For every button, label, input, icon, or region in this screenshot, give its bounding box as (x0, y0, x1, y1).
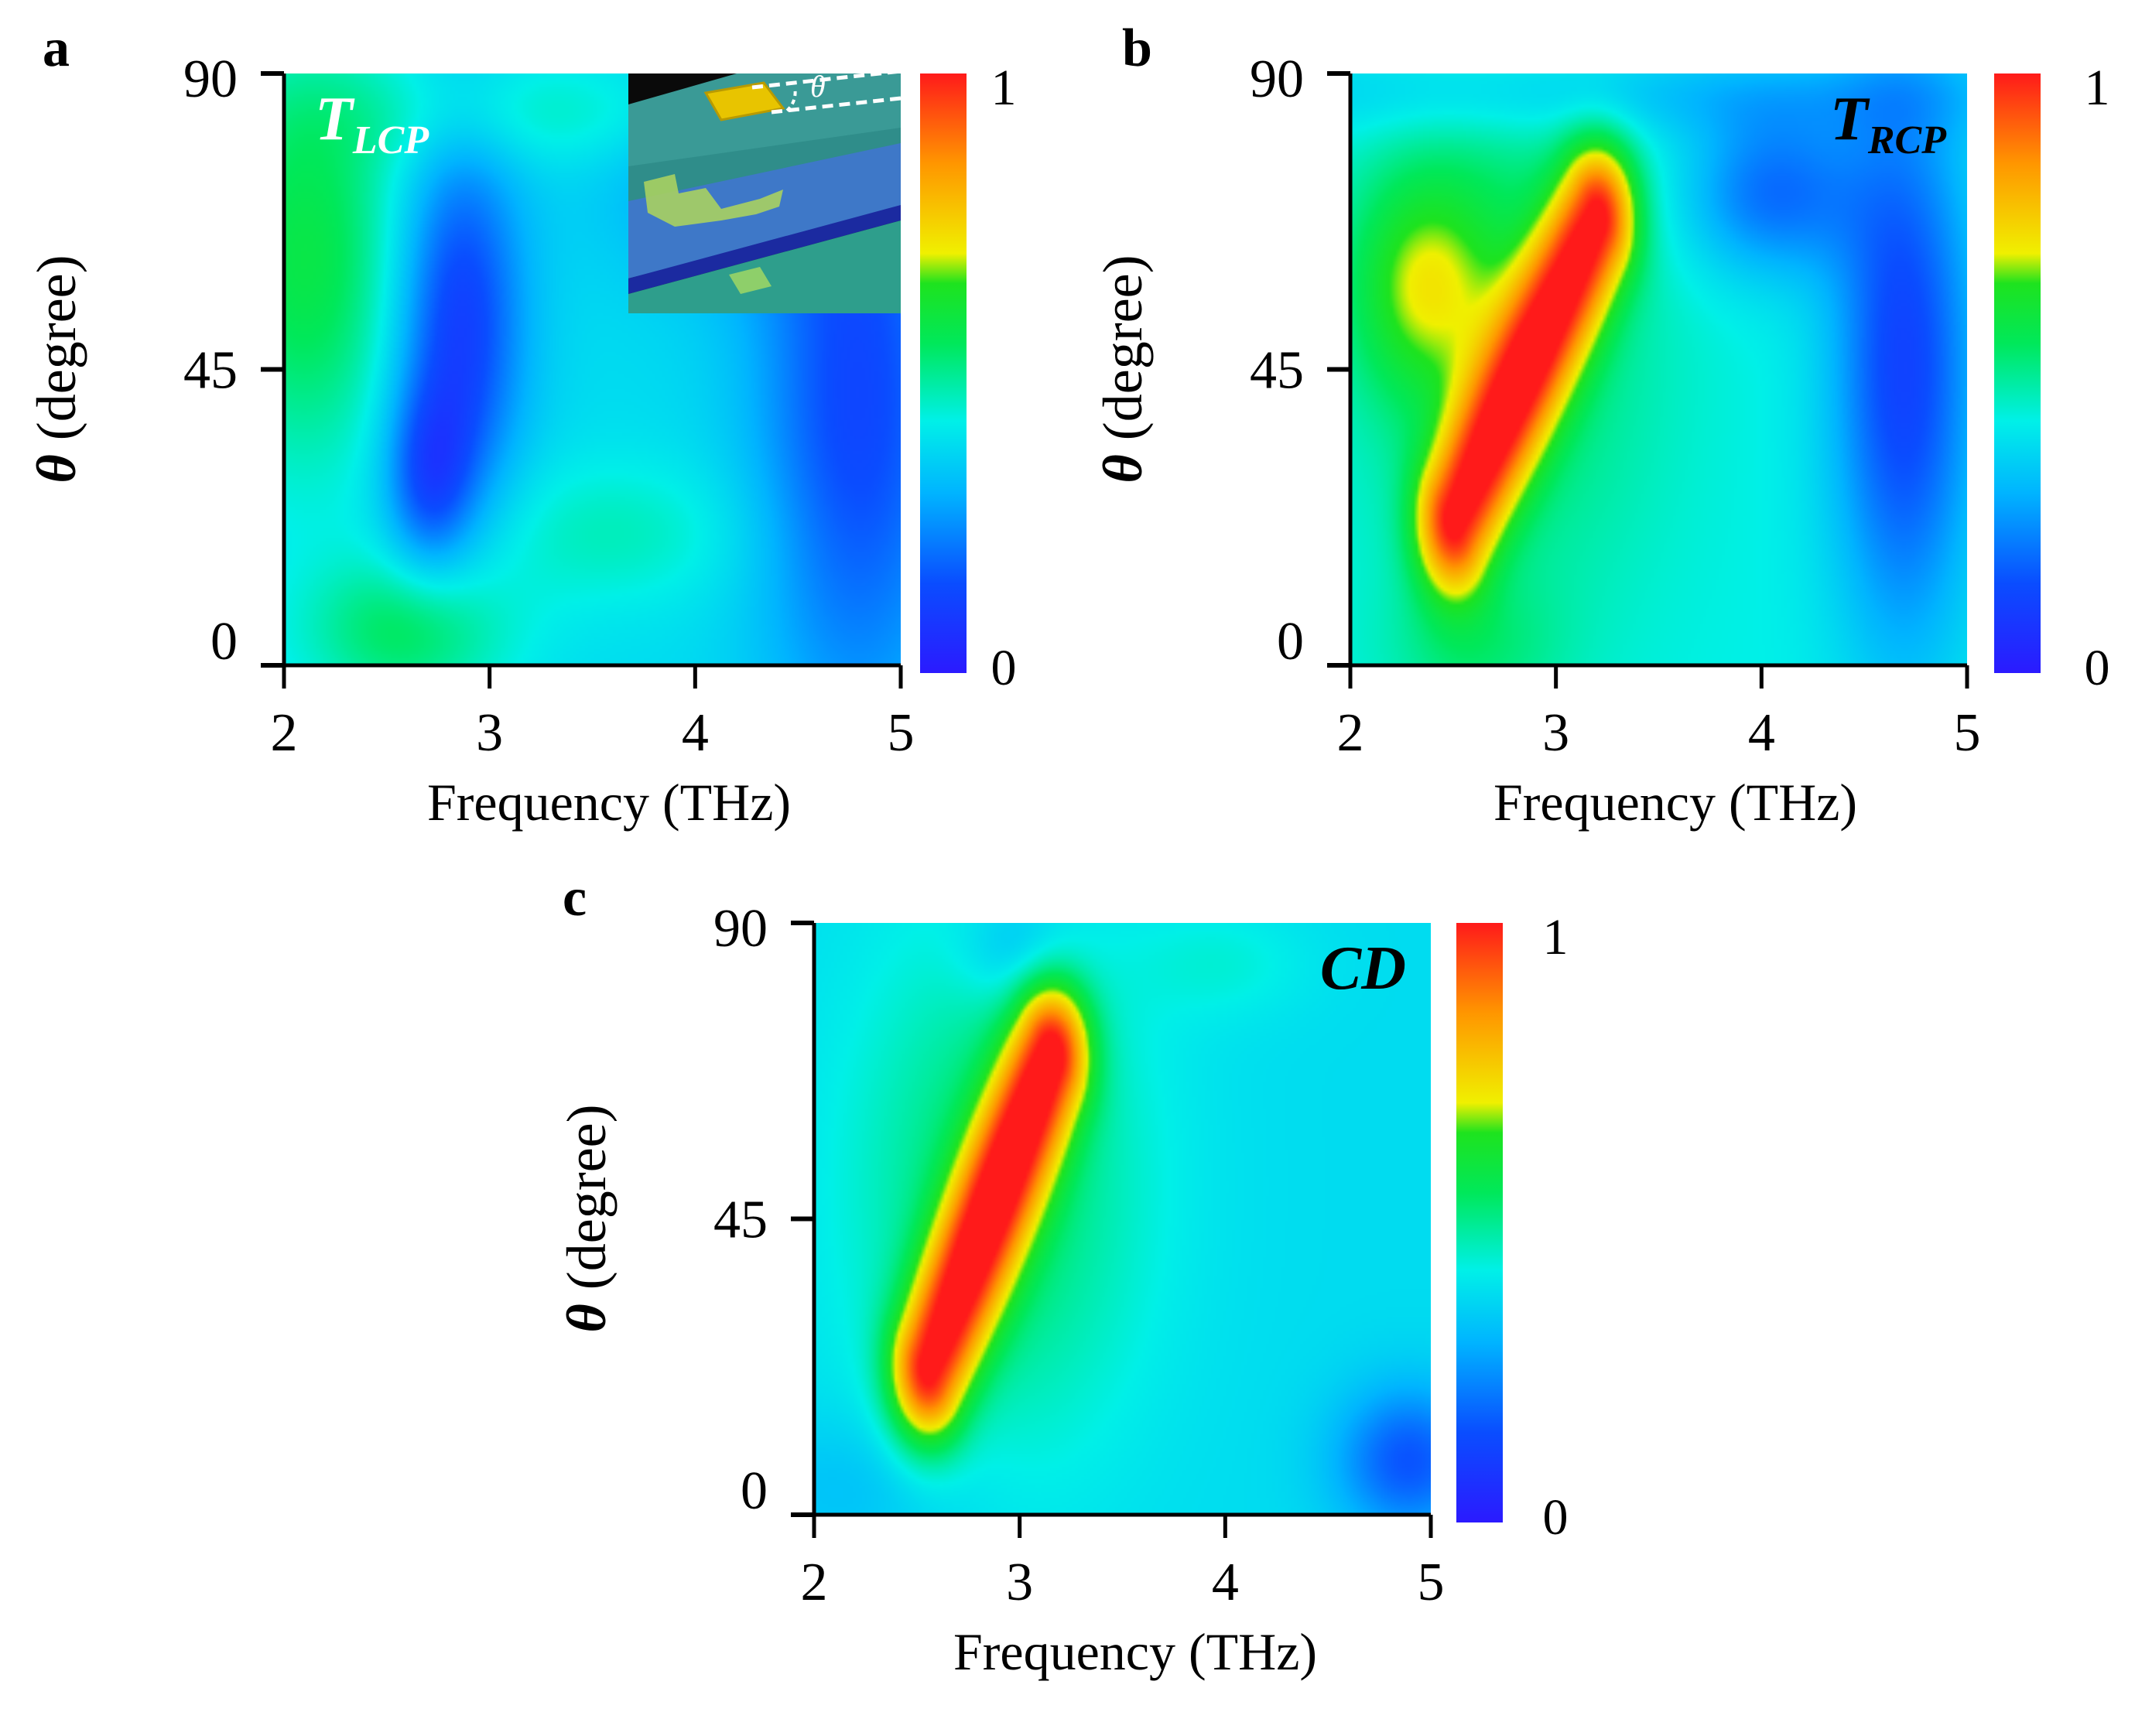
panel-title-b-main: T (1830, 85, 1870, 153)
panel-title-a-main: T (315, 85, 355, 153)
y-ticks-c: 0 45 90 (713, 899, 814, 1521)
x-tick-label: 4 (1212, 1553, 1239, 1612)
panel-title-a: TLCP (315, 85, 429, 162)
y-ticks-b: 0 45 90 (1250, 50, 1350, 672)
y-tick-label: 90 (183, 50, 238, 109)
y-axis-label-b-text: (degree) (1092, 255, 1154, 454)
x-tick-label: 2 (271, 703, 298, 763)
y-axis-label-c: θ (degree) (556, 1104, 618, 1332)
x-tick-label: 5 (1418, 1553, 1445, 1612)
colorbar-max-label-b: 1 (2085, 60, 2110, 116)
y-tick-label: 45 (1250, 341, 1304, 401)
y-axis-label-a-text: (degree) (26, 255, 87, 454)
x-ticks-a: 2 3 4 5 (271, 665, 915, 763)
inset-angle-label: θ (810, 69, 826, 104)
inset-bottom-layer (628, 220, 901, 313)
x-tick-label: 4 (1748, 703, 1775, 763)
heatmap-image-b (1350, 73, 1967, 665)
inset-angle-line-b (771, 96, 902, 114)
inset-dielectric (628, 205, 901, 294)
inset-middle-top (628, 128, 901, 201)
panel-title-c-main: CD (1320, 935, 1406, 1003)
colorbar-min-label-b: 0 (2085, 640, 2110, 696)
colorbar-max-label-c: 1 (1543, 909, 1569, 965)
panel-label-b: b (1122, 19, 1152, 78)
y-tick-label: 0 (210, 612, 238, 672)
colorbar-min-label-a: 0 (991, 640, 1017, 696)
panel-title-b-sub: RCP (1867, 118, 1947, 162)
x-tick-label: 2 (1337, 703, 1364, 763)
x-axis-label-b: Frequency (THz) (1493, 773, 1857, 832)
inset-angle-arc (785, 87, 797, 112)
x-axis-label-c: Frequency (THz) (953, 1622, 1317, 1681)
y-tick-label: 0 (741, 1461, 768, 1521)
inset-split-ring (644, 174, 783, 227)
inset-angle-line-a (751, 69, 902, 90)
colorbar-max-label-a: 1 (991, 60, 1017, 116)
x-ticks-b: 2 3 4 5 (1337, 665, 1981, 763)
x-ticks-c: 2 3 4 5 (801, 1515, 1445, 1612)
colorbar-c (1456, 923, 1503, 1522)
x-tick-label: 3 (476, 703, 503, 763)
x-tick-label: 2 (801, 1553, 828, 1612)
heatmap-image-c (814, 923, 1431, 1515)
inset-schematic: θ (628, 69, 902, 313)
x-tick-label: 5 (1954, 703, 1981, 763)
y-axis-label-b: θ (degree) (1092, 255, 1154, 483)
panel-title-c: CD (1320, 935, 1406, 1003)
x-tick-label: 3 (1542, 703, 1569, 763)
panel-title-a-sub: LCP (352, 118, 429, 162)
y-tick-label: 0 (1277, 612, 1304, 672)
colorbar-min-label-c: 0 (1543, 1489, 1569, 1546)
x-axis-label-a: Frequency (THz) (427, 773, 791, 832)
y-tick-label: 90 (713, 899, 768, 959)
x-tick-label: 5 (888, 703, 915, 763)
panel-label-a: a (43, 19, 70, 78)
y-ticks-a: 0 45 90 (183, 50, 284, 672)
y-tick-label: 45 (713, 1191, 768, 1250)
panel-label-c: c (563, 868, 587, 928)
y-axis-label-c-text: (degree) (556, 1104, 618, 1304)
y-axis-label-b-symbol: θ (1092, 454, 1154, 483)
inset-top-patch (703, 81, 785, 121)
y-axis-label-a: θ (degree) (26, 255, 87, 483)
x-tick-label: 3 (1006, 1553, 1033, 1612)
inset-bottom-patch (729, 267, 772, 294)
colorbar-a (920, 73, 967, 673)
y-axis-label-a-symbol: θ (26, 454, 87, 483)
y-tick-label: 45 (183, 341, 238, 401)
colorbar-b (1994, 73, 2041, 673)
panel-title-b: TRCP (1830, 85, 1947, 162)
y-axis-label-c-symbol: θ (556, 1304, 618, 1332)
x-tick-label: 4 (682, 703, 709, 763)
y-tick-label: 90 (1250, 50, 1304, 109)
